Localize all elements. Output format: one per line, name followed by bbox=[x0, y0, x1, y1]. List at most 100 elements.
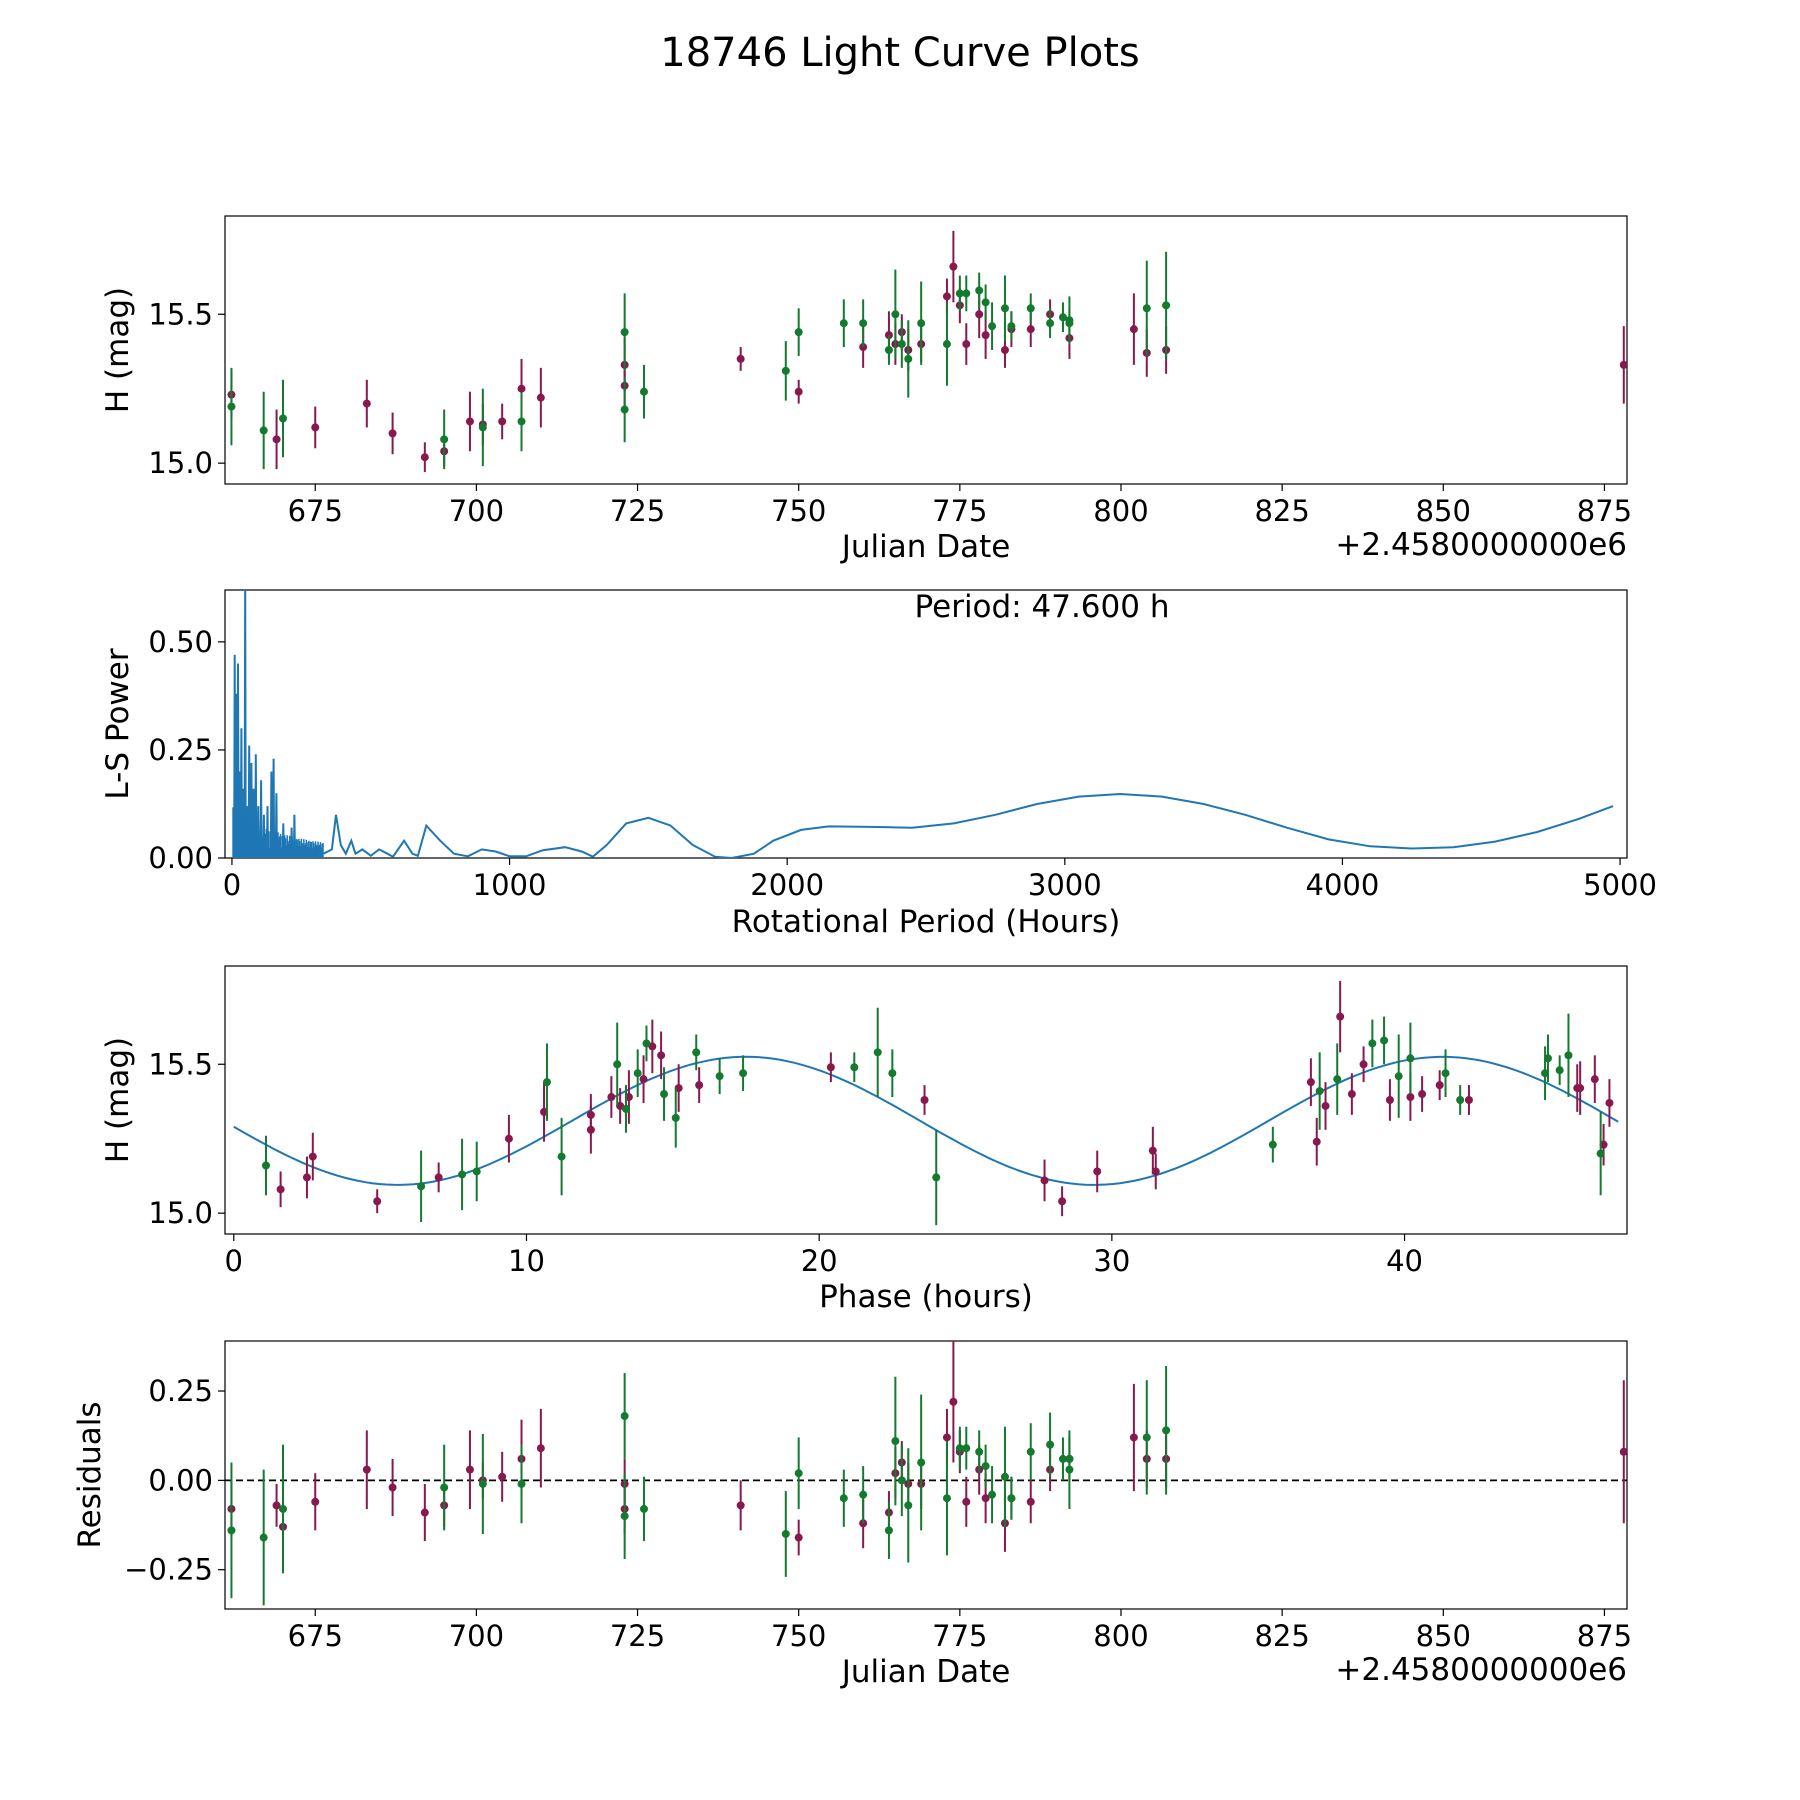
series-b-point bbox=[942, 1494, 951, 1503]
series-a-point bbox=[1093, 1167, 1102, 1176]
series-b-point bbox=[1333, 1075, 1342, 1084]
series-b-point bbox=[639, 1504, 648, 1513]
y-tick-label: 0.25 bbox=[148, 1374, 213, 1408]
series-b-point bbox=[1058, 313, 1067, 322]
series-b-point bbox=[1162, 1426, 1171, 1435]
periodogram-spikes bbox=[233, 590, 323, 858]
series-b-point bbox=[1026, 304, 1035, 313]
series-a-point bbox=[1464, 1096, 1473, 1104]
series-a-point bbox=[272, 1501, 281, 1510]
x-tick-label: 40 bbox=[1386, 1244, 1423, 1278]
panel-periodogram: 0 1000 2000 3000 4000 5000 0.00 0.25 0.50 Period… bbox=[100, 589, 1657, 940]
series-b-point bbox=[478, 423, 487, 432]
series-a-point bbox=[1026, 325, 1035, 334]
x-axis-label: Julian Date bbox=[840, 1654, 1011, 1690]
x-axis-offset: +2.4580000000e6 bbox=[1335, 527, 1627, 563]
series-b-point bbox=[692, 1048, 701, 1057]
x-tick-label: 20 bbox=[801, 1244, 838, 1278]
x-tick-label: 850 bbox=[1416, 494, 1471, 528]
y-tick-label: −0.25 bbox=[124, 1553, 213, 1587]
series-a-point bbox=[657, 1051, 666, 1060]
plot-frame bbox=[224, 215, 1628, 485]
series-b-point bbox=[942, 340, 951, 349]
series-b-point bbox=[962, 1444, 971, 1453]
x-tick-label: 850 bbox=[1416, 1619, 1471, 1653]
series-b-point bbox=[884, 346, 893, 354]
series-b-point bbox=[1456, 1096, 1465, 1104]
series-a-point bbox=[981, 331, 990, 340]
series-b-point bbox=[981, 1462, 990, 1471]
series-b-point bbox=[1368, 1039, 1377, 1048]
series-b-point bbox=[1596, 1149, 1605, 1158]
series-b-point bbox=[891, 310, 900, 319]
series-b-point bbox=[1441, 1069, 1450, 1078]
series-b-point bbox=[671, 1113, 680, 1122]
series-b-point bbox=[781, 1529, 790, 1538]
series-b-point bbox=[227, 402, 236, 411]
series-b-point bbox=[620, 1512, 629, 1521]
series-b-point bbox=[988, 1490, 997, 1499]
series-a-point bbox=[536, 1444, 545, 1453]
series-b-point bbox=[642, 1039, 651, 1048]
series-a-point bbox=[794, 1533, 803, 1542]
x-axis-offset: +2.4580000000e6 bbox=[1335, 1652, 1627, 1688]
series-a-point bbox=[1605, 1098, 1614, 1107]
series-b-point bbox=[227, 1526, 236, 1535]
x-tick-label: 700 bbox=[449, 1619, 504, 1653]
series-b-point bbox=[873, 1048, 882, 1057]
x-tick-label: 1000 bbox=[473, 868, 547, 902]
series-a-point bbox=[962, 340, 971, 349]
series-a-point bbox=[975, 310, 984, 319]
x-tick-label: 3000 bbox=[1028, 868, 1102, 902]
series-a-point bbox=[1347, 1090, 1356, 1099]
phased-curve-ticks: 0 10 20 30 40 15.0 15.5 bbox=[148, 1047, 1423, 1278]
series-b-point bbox=[478, 1479, 487, 1488]
light-curve-ticks: 675 700 725 750 775 800 825 850 875 15.0 15.5 bbox=[148, 297, 1632, 528]
series-a-point bbox=[736, 1501, 745, 1510]
series-a-point bbox=[1129, 1433, 1138, 1442]
plot-area bbox=[227, 230, 1627, 473]
series-b-point bbox=[1142, 304, 1151, 313]
x-axis-label: Phase (hours) bbox=[819, 1279, 1033, 1315]
y-tick-label: 0.25 bbox=[148, 733, 213, 767]
x-tick-label: 775 bbox=[932, 1619, 987, 1653]
series-a-point bbox=[420, 1508, 429, 1517]
series-b-point bbox=[1564, 1051, 1573, 1060]
plot-area bbox=[232, 590, 1614, 858]
y-axis-label: Residuals bbox=[72, 1401, 108, 1548]
x-tick-label: 825 bbox=[1254, 494, 1309, 528]
x-tick-label: 675 bbox=[288, 494, 343, 528]
series-a-point bbox=[942, 292, 951, 301]
series-b-point bbox=[1000, 1472, 1009, 1481]
series-a-point bbox=[465, 1465, 474, 1474]
series-b-point bbox=[633, 1069, 642, 1078]
series-a-point bbox=[1058, 1197, 1067, 1206]
series-b-point bbox=[988, 322, 997, 331]
light-curve-marks bbox=[227, 230, 1627, 473]
series-b-point bbox=[440, 435, 449, 444]
series-b-point bbox=[1058, 1454, 1067, 1463]
y-tick-label: 0.00 bbox=[148, 1463, 213, 1497]
plot-frame bbox=[224, 1340, 1628, 1610]
series-b-point bbox=[621, 1104, 630, 1113]
series-b-point bbox=[1007, 1494, 1016, 1503]
series-b-point bbox=[1046, 319, 1055, 328]
series-b-point bbox=[517, 417, 526, 426]
series-b-point bbox=[955, 289, 964, 298]
x-axis-label: Julian Date bbox=[840, 529, 1011, 565]
series-b-point bbox=[794, 1469, 803, 1478]
residuals-marks bbox=[225, 1341, 1627, 1606]
series-a-point bbox=[272, 435, 281, 444]
series-a-point bbox=[517, 384, 526, 393]
series-b-point bbox=[897, 1476, 906, 1485]
series-b-point bbox=[859, 319, 868, 328]
plot-frame bbox=[224, 589, 1628, 859]
series-a-point bbox=[949, 1397, 958, 1406]
series-b-point bbox=[1000, 304, 1009, 313]
y-axis-label: H (mag) bbox=[100, 287, 136, 413]
panel-light-curve: 675 700 725 750 775 800 825 850 875 15.0 15.5 Juli… bbox=[100, 215, 1632, 565]
x-tick-label: 800 bbox=[1093, 1619, 1148, 1653]
series-b-point bbox=[794, 328, 803, 337]
series-a-point bbox=[981, 1494, 990, 1503]
